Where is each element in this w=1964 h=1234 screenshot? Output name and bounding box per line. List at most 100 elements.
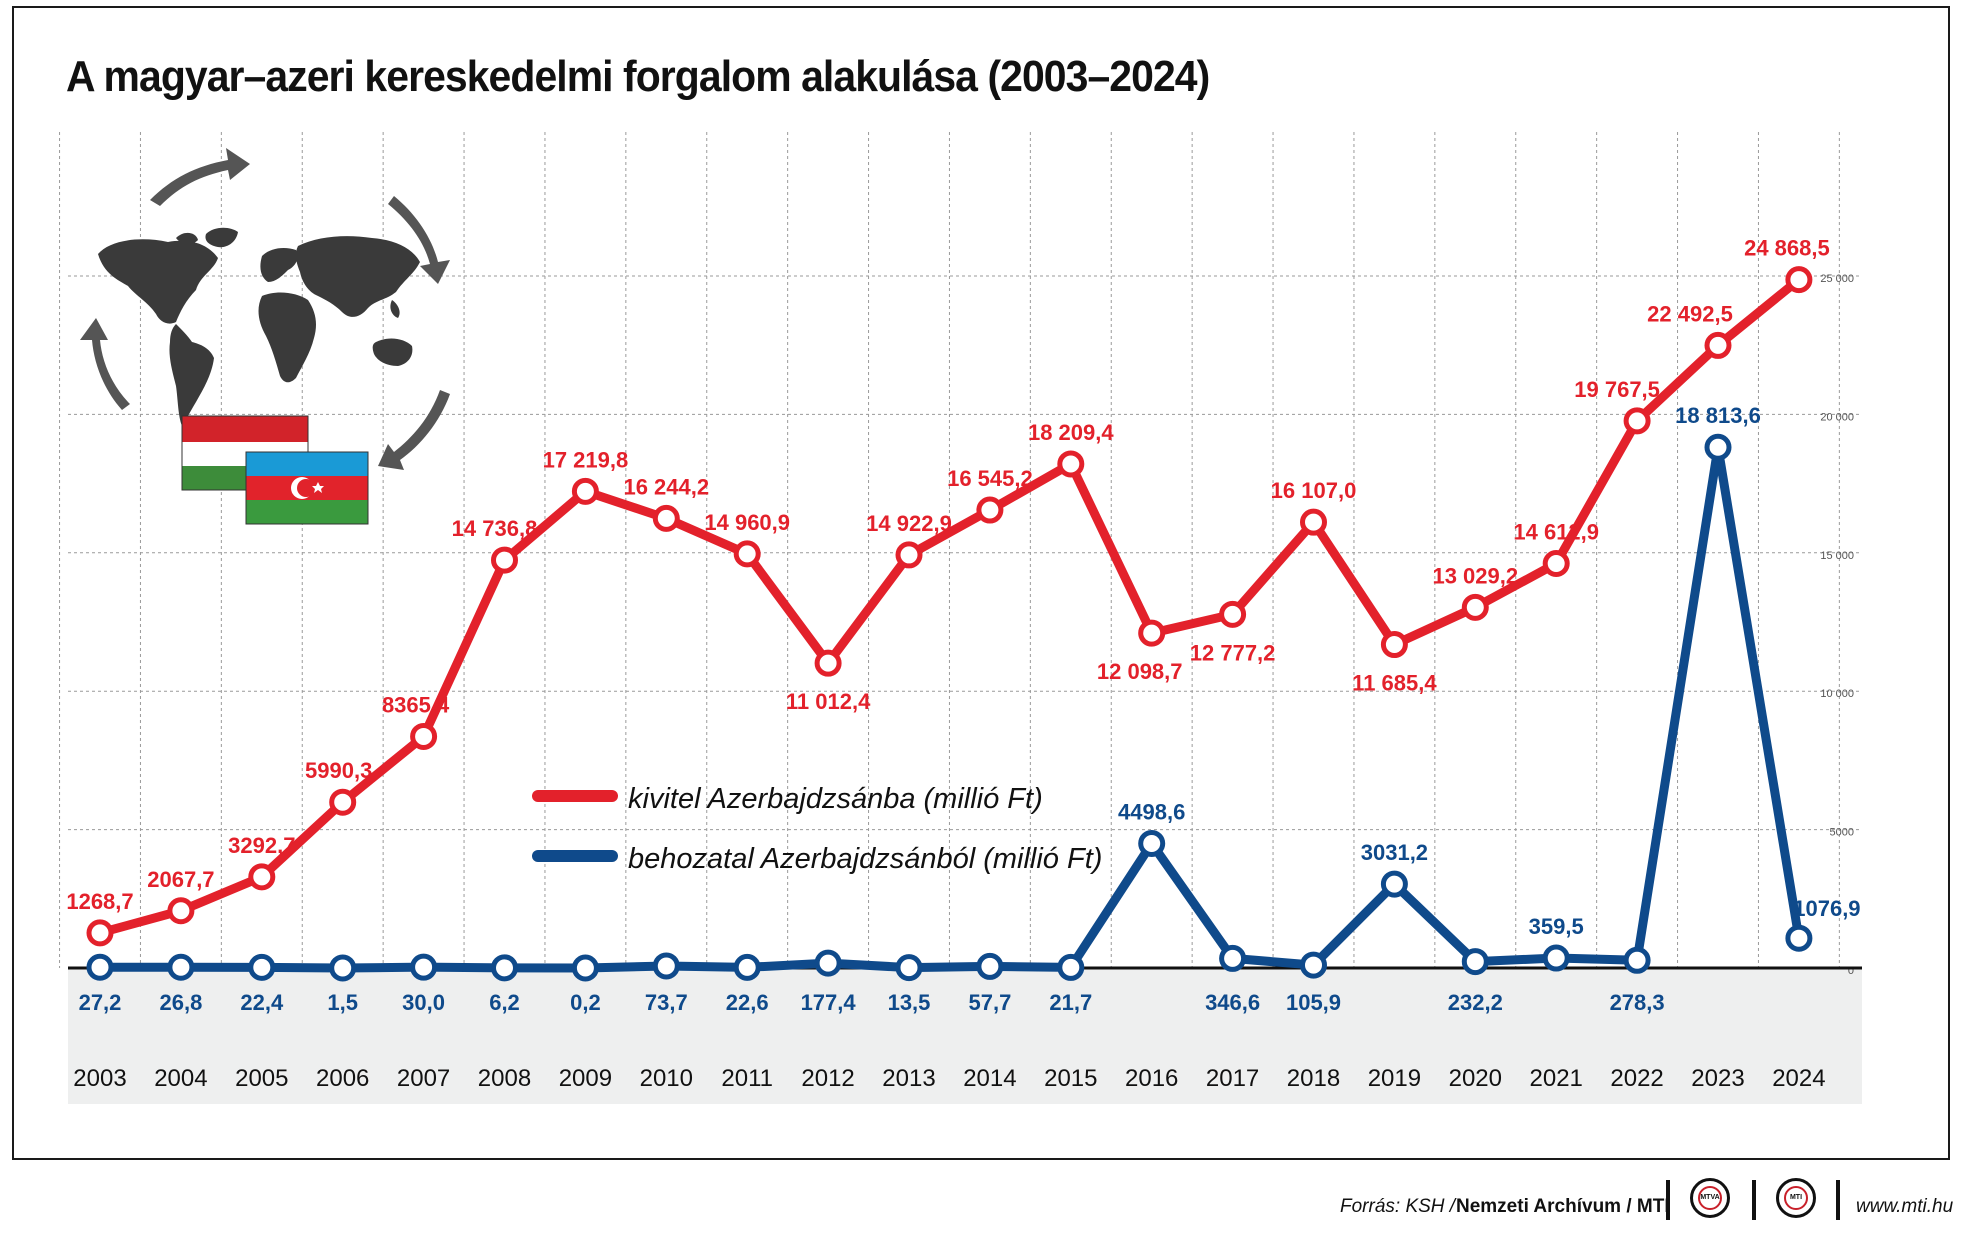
export-point [491, 546, 518, 574]
export-point [1300, 508, 1327, 536]
export-data-label: 22 492,5 [1647, 301, 1733, 326]
export-data-label: 16 244,2 [623, 474, 709, 499]
import-data-label: 232,2 [1448, 990, 1503, 1015]
x-tick-label: 2005 [235, 1065, 288, 1092]
import-point [733, 953, 761, 981]
export-line [95, 275, 1804, 938]
y-tick-label: 20 000 [1820, 411, 1854, 423]
import-data-label: 21,7 [1049, 990, 1092, 1015]
import-line [95, 442, 1804, 973]
export-point [1057, 450, 1085, 478]
export-point [571, 477, 599, 505]
cycle-arrows-icon [80, 148, 450, 470]
import-point [571, 954, 599, 982]
export-point [733, 540, 761, 568]
divider [1752, 1180, 1756, 1220]
line-chart: 0 5000 10 000 15 000 20 000 25 000 [59, 132, 1862, 1104]
import-data-label: 57,7 [968, 990, 1011, 1015]
import-point [86, 953, 114, 981]
export-data-label: 11 012,4 [786, 689, 871, 714]
import-point [1704, 433, 1732, 461]
x-tick-label: 2011 [721, 1065, 773, 1092]
year-band [68, 968, 1862, 1104]
website-url: www.mti.hu [1856, 1196, 1954, 1217]
x-tick-label: 2023 [1691, 1065, 1744, 1092]
x-tick-label: 2012 [801, 1065, 854, 1092]
y-tick-label: 15 000 [1820, 550, 1854, 562]
export-data-label: 14 960,9 [704, 510, 790, 535]
export-data-label: 12 777,2 [1190, 640, 1276, 665]
import-point [1623, 946, 1651, 974]
x-tick-label: 2024 [1772, 1065, 1825, 1092]
export-data-label: 3292,7 [228, 833, 295, 858]
export-data-label: 18 209,4 [1028, 420, 1114, 445]
export-data-label: 16 107,0 [1271, 478, 1357, 503]
export-data-label: 24 868,5 [1744, 236, 1830, 261]
export-data-label: 5990,3 [305, 758, 372, 783]
x-tick-label: 2008 [478, 1065, 531, 1092]
illustration [80, 148, 450, 525]
x-tick-label: 2016 [1125, 1065, 1178, 1092]
export-data-label: 2067,7 [147, 867, 214, 892]
chart-title: A magyar–azeri kereskedelmi forgalom ala… [66, 52, 1210, 101]
import-point [895, 954, 923, 982]
import-data-label: 278,3 [1610, 990, 1665, 1015]
import-point [1057, 953, 1085, 981]
import-point [329, 954, 357, 982]
x-tick-label: 2003 [73, 1065, 126, 1092]
series-import: 27,2 26,8 22,4 1,5 30,0 6,2 0,2 73,7 22,6 177,4 13… [79, 403, 1861, 1015]
import-point [652, 952, 680, 980]
azerbaijan-flag-icon [245, 451, 369, 525]
export-data-label: 14 612,9 [1513, 520, 1599, 545]
import-data-label: 346,6 [1205, 990, 1260, 1015]
divider [1666, 1180, 1670, 1220]
import-point [976, 952, 1004, 980]
import-data-label: 27,2 [79, 990, 122, 1015]
mti-logo: MTI [1776, 1178, 1816, 1218]
y-tick-label: 0 [1848, 965, 1854, 977]
x-tick-label: 2018 [1287, 1065, 1340, 1092]
export-point [1219, 600, 1247, 628]
mti-logo-text: MTI [1784, 1186, 1808, 1210]
export-data-label: 13 029,2 [1432, 563, 1518, 588]
export-point [1704, 331, 1732, 359]
export-point [1380, 631, 1408, 659]
import-data-label: 6,2 [489, 990, 520, 1015]
export-point [86, 919, 114, 947]
y-axis-tick-labels: 0 5000 10 000 15 000 20 000 25 000 [1820, 273, 1854, 977]
mtva-logo: MTVA [1690, 1178, 1730, 1218]
import-data-label: 177,4 [801, 990, 857, 1015]
import-point [1380, 870, 1408, 898]
source-credit: Nemzeti Archívum / MTI [1456, 1196, 1670, 1217]
export-point [814, 649, 842, 677]
legend: kivitel Azerbajdzsánba (millió Ft) behoz… [532, 783, 1102, 875]
x-tick-label: 2007 [397, 1065, 450, 1092]
export-point [248, 863, 276, 891]
export-point [652, 504, 680, 532]
export-data-label: 14 736,8 [452, 516, 538, 541]
x-tick-label: 2006 [316, 1065, 369, 1092]
x-tick-label: 2019 [1368, 1065, 1421, 1092]
x-axis-tick-labels: 2003 2004 2005 2006 2007 2008 2009 2010 2011 2012… [73, 1065, 1825, 1092]
import-data-label: 0,2 [570, 990, 601, 1015]
export-point [895, 541, 923, 569]
export-point [1542, 550, 1570, 578]
import-data-label: 26,8 [159, 990, 202, 1015]
divider [1836, 1180, 1840, 1220]
x-tick-label: 2013 [882, 1065, 935, 1092]
mtva-logo-text: MTVA [1698, 1186, 1722, 1210]
x-tick-label: 2004 [154, 1065, 207, 1092]
import-point [1461, 948, 1489, 976]
export-data-label: 19 767,5 [1574, 377, 1660, 402]
import-data-label: 1,5 [327, 990, 358, 1015]
import-data-label: 13,5 [888, 990, 931, 1015]
import-data-label: 1076,9 [1793, 896, 1860, 921]
export-data-label: 17 219,8 [543, 447, 629, 472]
export-point [976, 496, 1004, 524]
y-tick-label: 25 000 [1820, 273, 1854, 285]
export-data-label: 1268,7 [66, 889, 133, 914]
import-data-label: 73,7 [645, 990, 688, 1015]
world-map-icon [98, 227, 420, 426]
import-point [491, 954, 518, 982]
import-point [1542, 944, 1570, 972]
